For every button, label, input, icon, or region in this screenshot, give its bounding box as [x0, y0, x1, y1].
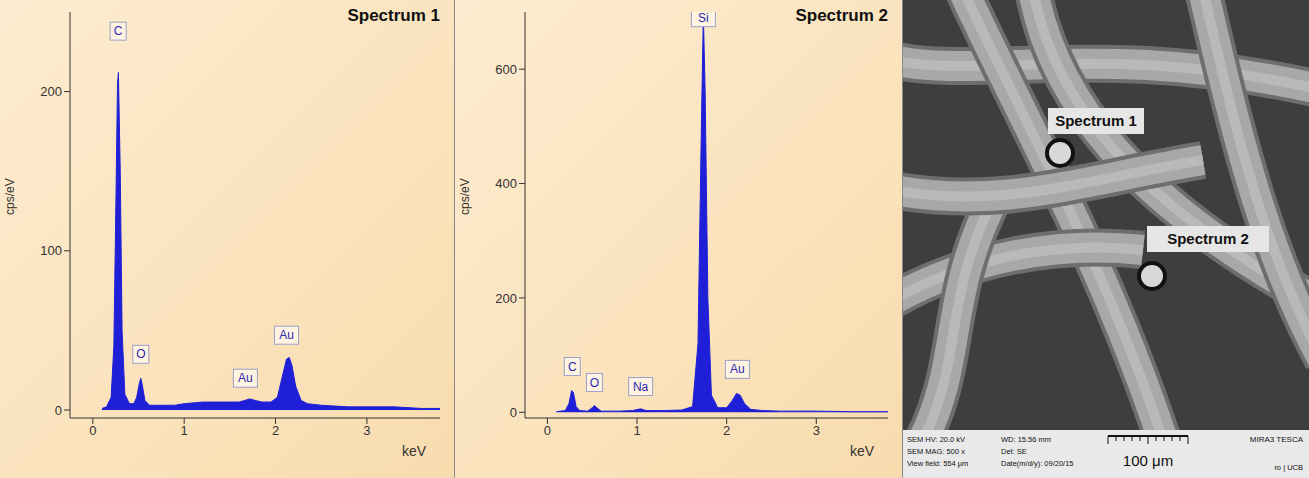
svg-text:1: 1	[633, 423, 640, 438]
svg-text:O: O	[136, 347, 145, 361]
svg-text:cps/eV: cps/eV	[3, 178, 17, 215]
svg-text:O: O	[590, 376, 599, 390]
svg-text:Na: Na	[633, 380, 649, 394]
svg-text:SEM HV: 20.0 kV: SEM HV: 20.0 kV	[907, 435, 965, 444]
svg-text:C: C	[568, 360, 577, 374]
svg-text:Au: Au	[238, 371, 253, 385]
svg-text:Au: Au	[279, 328, 294, 342]
svg-text:Spectrum 2: Spectrum 2	[1167, 230, 1249, 247]
svg-text:cps/eV: cps/eV	[458, 178, 472, 215]
svg-text:1: 1	[181, 423, 188, 438]
svg-text:200: 200	[40, 84, 62, 99]
svg-text:0: 0	[544, 423, 551, 438]
svg-text:Date(m/d/y): 09/20/15: Date(m/d/y): 09/20/15	[1001, 459, 1074, 468]
svg-text:0: 0	[89, 423, 96, 438]
svg-text:2: 2	[272, 423, 279, 438]
svg-text:0: 0	[55, 403, 62, 418]
svg-text:WD: 15.56 mm: WD: 15.56 mm	[1001, 435, 1051, 444]
svg-text:100 μm: 100 μm	[1123, 452, 1173, 469]
svg-text:3: 3	[363, 423, 370, 438]
svg-text:C: C	[114, 24, 123, 38]
svg-text:Si: Si	[698, 12, 709, 25]
svg-text:View field: 554 μm: View field: 554 μm	[907, 459, 968, 468]
svg-text:Au: Au	[730, 362, 745, 376]
svg-text:Det: SE: Det: SE	[1001, 447, 1027, 456]
svg-text:SEM MAG: 500 x: SEM MAG: 500 x	[907, 447, 965, 456]
svg-text:100: 100	[40, 243, 62, 258]
svg-text:200: 200	[495, 291, 517, 306]
svg-text:3: 3	[813, 423, 820, 438]
svg-text:2: 2	[723, 423, 730, 438]
html-text:Spectrum 2: Spectrum 2	[795, 6, 888, 25]
svg-text:400: 400	[495, 176, 517, 191]
svg-text:Spectrum 1: Spectrum 1	[1055, 112, 1137, 129]
svg-text:600: 600	[495, 62, 517, 77]
svg-text:MIRA3 TESCA: MIRA3 TESCA	[1250, 435, 1304, 444]
svg-text:ro | UCB: ro | UCB	[1274, 463, 1303, 472]
html-text:Spectrum 1: Spectrum 1	[347, 6, 440, 25]
svg-text:keV: keV	[402, 443, 427, 459]
svg-text:0: 0	[510, 405, 517, 420]
svg-text:keV: keV	[850, 443, 875, 459]
